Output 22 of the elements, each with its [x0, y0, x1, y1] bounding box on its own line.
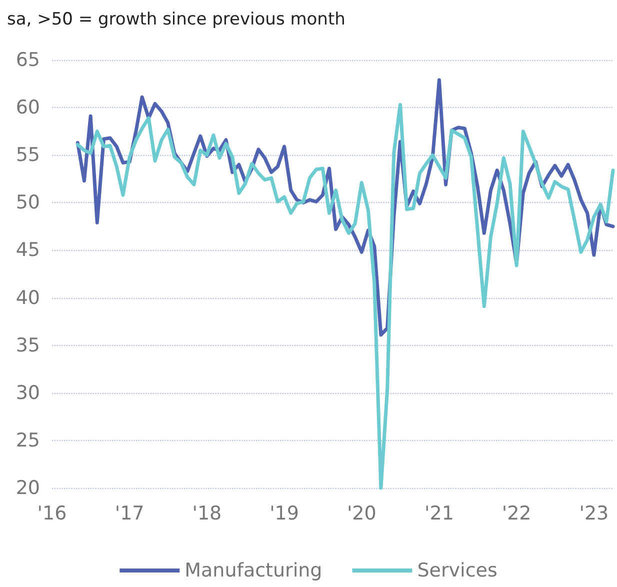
legend-label: Services	[417, 560, 498, 582]
y-tick-label: 35	[16, 334, 40, 356]
x-tick-label: '23	[579, 502, 609, 524]
y-tick-label: 55	[16, 144, 40, 166]
y-tick-label: 50	[16, 192, 40, 214]
x-tick-label: '18	[192, 502, 222, 524]
x-tick-label: '19	[270, 502, 299, 524]
x-tick-label: '21	[424, 502, 454, 524]
chart-subtitle: sa, >50 = growth since previous month	[7, 10, 346, 30]
y-tick-label: 40	[16, 286, 40, 309]
x-tick-label: '22	[502, 502, 532, 524]
y-tick-label: 25	[16, 429, 40, 452]
legend-label: Manufacturing	[184, 560, 322, 582]
y-tick-label: 60	[16, 96, 40, 119]
x-tick-label: '17	[114, 502, 144, 524]
y-tick-label: 20	[16, 477, 40, 499]
line-series	[76, 102, 615, 490]
x-tick-label: '16	[37, 502, 67, 524]
x-tick-label: '20	[346, 502, 376, 524]
y-tick-label: 30	[16, 382, 40, 404]
y-tick-label: 45	[16, 239, 40, 262]
y-tick-label: 65	[16, 49, 40, 71]
